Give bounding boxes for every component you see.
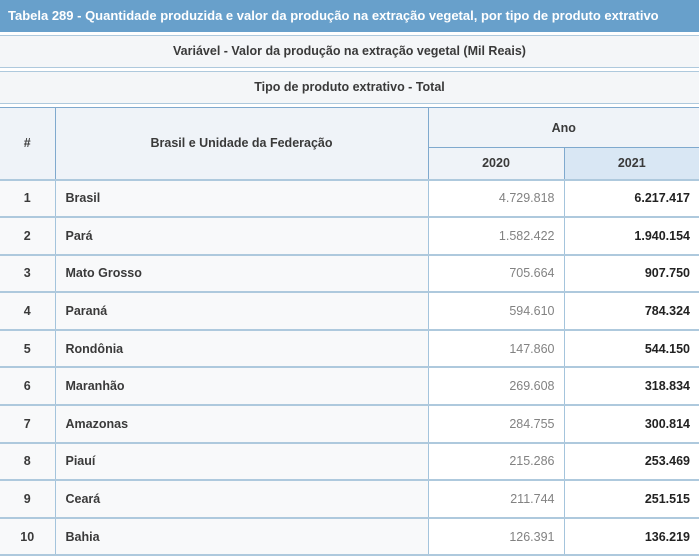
value-2021: 6.217.417 bbox=[563, 178, 699, 218]
col-header-2021: 2021 bbox=[563, 147, 699, 180]
table-row: 10 Bahia 126.391 136.219 bbox=[0, 516, 699, 556]
value-2021: 318.834 bbox=[563, 366, 699, 406]
variable-caption: Variável - Valor da produção na extração… bbox=[0, 35, 699, 68]
value-2021: 136.219 bbox=[563, 516, 699, 556]
region-name: Ceará bbox=[54, 479, 429, 518]
value-2020: 215.286 bbox=[427, 441, 565, 481]
value-2020: 284.755 bbox=[427, 404, 565, 443]
row-index: 5 bbox=[0, 328, 56, 368]
value-2021: 1.940.154 bbox=[563, 216, 699, 255]
value-2021: 253.469 bbox=[563, 441, 699, 481]
region-name: Pará bbox=[54, 216, 429, 255]
value-2021: 784.324 bbox=[563, 291, 699, 330]
value-2020: 147.860 bbox=[427, 328, 565, 368]
region-name: Amazonas bbox=[54, 404, 429, 443]
row-index: 10 bbox=[0, 516, 56, 556]
value-2020: 211.744 bbox=[427, 479, 565, 518]
region-name: Piauí bbox=[54, 441, 429, 481]
row-index: 7 bbox=[0, 404, 56, 443]
value-2021: 300.814 bbox=[563, 404, 699, 443]
value-2021: 251.515 bbox=[563, 479, 699, 518]
header-row-years: 2020 2021 bbox=[0, 147, 699, 180]
value-2020: 594.610 bbox=[427, 291, 565, 330]
value-2021: 544.150 bbox=[563, 328, 699, 368]
col-header-year-group: Ano bbox=[427, 107, 699, 148]
row-index: 9 bbox=[0, 479, 56, 518]
product-type-caption: Tipo de produto extrativo - Total bbox=[0, 71, 699, 104]
table-row: 7 Amazonas 284.755 300.814 bbox=[0, 404, 699, 443]
table-row: 5 Rondônia 147.860 544.150 bbox=[0, 328, 699, 368]
region-name: Paraná bbox=[54, 291, 429, 330]
table-row: 2 Pará 1.582.422 1.940.154 bbox=[0, 216, 699, 255]
region-name: Rondônia bbox=[54, 328, 429, 368]
value-2020: 705.664 bbox=[427, 253, 565, 293]
region-name: Bahia bbox=[54, 516, 429, 556]
table-row: 6 Maranhão 269.608 318.834 bbox=[0, 366, 699, 406]
row-index: 6 bbox=[0, 366, 56, 406]
table-row: 8 Piauí 215.286 253.469 bbox=[0, 441, 699, 481]
region-name: Brasil bbox=[54, 178, 429, 218]
col-header-region: Brasil e Unidade da Federação bbox=[54, 107, 429, 180]
row-index: 1 bbox=[0, 178, 56, 218]
col-header-index: # bbox=[0, 107, 56, 180]
region-name: Maranhão bbox=[54, 366, 429, 406]
value-2020: 269.608 bbox=[427, 366, 565, 406]
table-row: 3 Mato Grosso 705.664 907.750 bbox=[0, 253, 699, 293]
table-row: 4 Paraná 594.610 784.324 bbox=[0, 291, 699, 330]
row-index: 2 bbox=[0, 216, 56, 255]
row-index: 8 bbox=[0, 441, 56, 481]
value-2020: 1.582.422 bbox=[427, 216, 565, 255]
col-header-2020: 2020 bbox=[428, 147, 565, 180]
row-index: 3 bbox=[0, 253, 56, 293]
value-2021: 907.750 bbox=[563, 253, 699, 293]
table-row: 9 Ceará 211.744 251.515 bbox=[0, 479, 699, 518]
table-title-bar: Tabela 289 - Quantidade produzida e valo… bbox=[0, 0, 699, 32]
region-name: Mato Grosso bbox=[54, 253, 429, 293]
value-2020: 4.729.818 bbox=[427, 178, 565, 218]
header-row-group: # Brasil e Unidade da Federação Ano bbox=[0, 107, 699, 180]
table-row: 1 Brasil 4.729.818 6.217.417 bbox=[0, 178, 699, 218]
row-index: 4 bbox=[0, 291, 56, 330]
data-table: # Brasil e Unidade da Federação Ano 2020… bbox=[0, 107, 699, 556]
value-2020: 126.391 bbox=[427, 516, 565, 556]
